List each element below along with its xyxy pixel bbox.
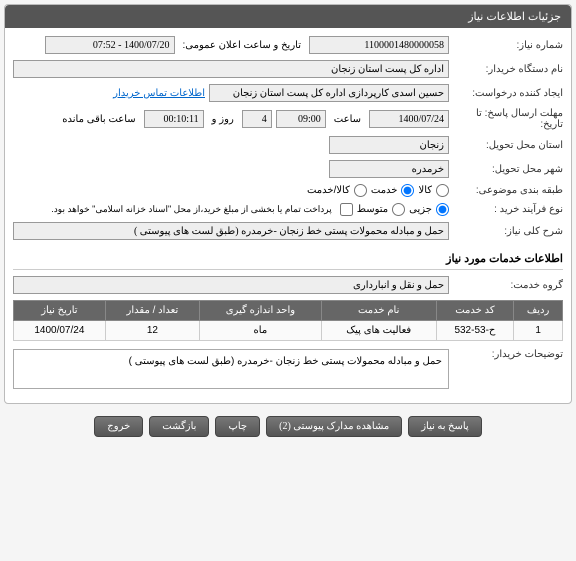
- table-row: 1 ح-53-532 فعالیت های پیک ماه 12 1400/07…: [14, 321, 563, 341]
- back-button[interactable]: بازگشت: [149, 416, 209, 437]
- cat-kala-radio[interactable]: [436, 184, 449, 197]
- pay-note-text: پرداخت تمام یا بخشی از مبلغ خرید،از محل …: [47, 204, 335, 215]
- view-docs-button[interactable]: مشاهده مدارک پیوستی (2): [266, 416, 402, 437]
- announce-label: تاریخ و ساعت اعلان عمومی:: [179, 40, 306, 51]
- th-qty: تعداد / مقدار: [105, 301, 199, 321]
- deadline-time-field: [276, 110, 326, 128]
- respond-button[interactable]: پاسخ به نیاز: [408, 416, 482, 437]
- th-date: تاریخ نیاز: [14, 301, 106, 321]
- td-code: ح-53-532: [436, 321, 514, 341]
- footer-buttons: پاسخ به نیاز مشاهده مدارک پیوستی (2) چاپ…: [0, 408, 576, 445]
- td-qty: 12: [105, 321, 199, 341]
- deadline-date-field: [369, 110, 449, 128]
- print-button[interactable]: چاپ: [215, 416, 260, 437]
- category-label: طبقه بندی موضوعی:: [453, 185, 563, 196]
- bt-jozi-radio[interactable]: [436, 203, 449, 216]
- buyer-label: نام دستگاه خریدار:: [453, 64, 563, 75]
- cat-both-label: کالا/خدمت: [307, 185, 350, 196]
- days-field: [242, 110, 272, 128]
- cat-both-radio[interactable]: [354, 184, 367, 197]
- time-label: ساعت: [330, 114, 365, 125]
- cat-khadamat-label: خدمت: [371, 185, 398, 196]
- td-unit: ماه: [200, 321, 322, 341]
- cat-kala-label: کالا: [418, 185, 432, 196]
- city-field: [329, 160, 449, 178]
- city-label: شهر محل تحویل:: [453, 164, 563, 175]
- contact-buyer-link[interactable]: اطلاعات تماس خریدار: [113, 88, 205, 99]
- cat-khadamat-radio[interactable]: [401, 184, 414, 197]
- day-and-label: روز و: [208, 114, 238, 125]
- province-label: استان محل تحویل:: [453, 140, 563, 151]
- svc-group-field: [13, 276, 449, 294]
- services-table: ردیف کد خدمت نام خدمت واحد اندازه گیری ت…: [13, 300, 563, 341]
- buyer-field: [13, 60, 449, 78]
- buyer-notes-box: حمل و مبادله محمولات پستی خط زنجان -خرمد…: [13, 349, 449, 389]
- bt-motevaset-radio[interactable]: [392, 203, 405, 216]
- need-no-label: شماره نیاز:: [453, 40, 563, 51]
- buy-type-label: نوع فرآیند خرید :: [453, 204, 563, 215]
- th-code: کد خدمت: [436, 301, 514, 321]
- td-row: 1: [514, 321, 563, 341]
- panel-title: جزئیات اطلاعات نیاز: [5, 5, 571, 28]
- need-no-field: [309, 36, 449, 54]
- services-section-title: اطلاعات خدمات مورد نیاز: [13, 246, 563, 270]
- desc-label: شرح کلی نیاز:: [453, 226, 563, 237]
- bt-jozi-label: جزیی: [409, 204, 432, 215]
- svc-group-label: گروه خدمت:: [453, 280, 563, 291]
- th-row: ردیف: [514, 301, 563, 321]
- exit-button[interactable]: خروج: [94, 416, 143, 437]
- requester-label: ایجاد کننده درخواست:: [453, 88, 563, 99]
- desc-field: [13, 222, 449, 240]
- deadline-label: مهلت ارسال پاسخ: تا تاریخ:: [453, 108, 563, 130]
- bt-motevaset-label: متوسط: [357, 204, 388, 215]
- remain-field: [144, 110, 204, 128]
- pay-note-checkbox[interactable]: [340, 203, 353, 216]
- td-date: 1400/07/24: [14, 321, 106, 341]
- requester-field: [209, 84, 449, 102]
- need-details-panel: جزئیات اطلاعات نیاز شماره نیاز: تاریخ و …: [4, 4, 572, 404]
- panel-body: شماره نیاز: تاریخ و ساعت اعلان عمومی: نا…: [5, 28, 571, 403]
- th-unit: واحد اندازه گیری: [200, 301, 322, 321]
- th-name: نام خدمت: [321, 301, 436, 321]
- remain-label: ساعت باقی مانده: [58, 114, 139, 125]
- td-name: فعالیت های پیک: [321, 321, 436, 341]
- buyer-notes-label: توضیحات خریدار:: [453, 349, 563, 360]
- province-field: [329, 136, 449, 154]
- announce-field: [45, 36, 175, 54]
